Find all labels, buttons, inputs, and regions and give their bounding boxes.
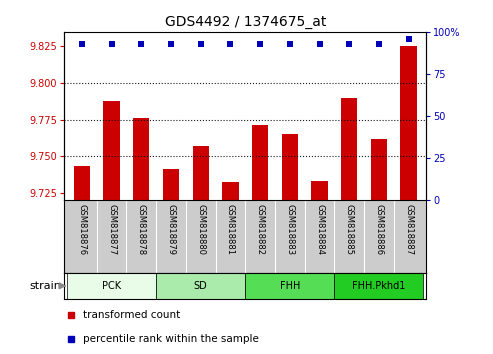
Text: GSM818878: GSM818878: [137, 204, 146, 255]
Text: PCK: PCK: [102, 281, 121, 291]
Bar: [282, 134, 298, 200]
Bar: [312, 181, 328, 200]
Text: percentile rank within the sample: percentile rank within the sample: [83, 333, 258, 343]
Text: GSM818882: GSM818882: [255, 204, 265, 255]
Bar: [133, 118, 149, 200]
Text: GSM818885: GSM818885: [345, 204, 353, 255]
Text: GSM818876: GSM818876: [77, 204, 86, 255]
Bar: [371, 139, 387, 200]
FancyBboxPatch shape: [156, 273, 246, 299]
Text: GSM818886: GSM818886: [374, 204, 384, 255]
Text: GSM818879: GSM818879: [167, 204, 176, 255]
Text: strain: strain: [30, 281, 62, 291]
Bar: [193, 146, 209, 200]
Text: GSM818887: GSM818887: [404, 204, 413, 255]
Text: FHH.Pkhd1: FHH.Pkhd1: [352, 281, 406, 291]
Bar: [163, 169, 179, 200]
Text: SD: SD: [194, 281, 208, 291]
Title: GDS4492 / 1374675_at: GDS4492 / 1374675_at: [165, 16, 326, 29]
Text: GSM818884: GSM818884: [315, 204, 324, 255]
Text: GSM818881: GSM818881: [226, 204, 235, 255]
Bar: [400, 46, 417, 200]
FancyBboxPatch shape: [334, 273, 423, 299]
Text: GSM818880: GSM818880: [196, 204, 205, 255]
Text: FHH: FHH: [280, 281, 300, 291]
Bar: [222, 182, 239, 200]
FancyBboxPatch shape: [246, 273, 334, 299]
FancyBboxPatch shape: [67, 273, 156, 299]
Text: transformed count: transformed count: [83, 310, 180, 320]
Text: GSM818883: GSM818883: [285, 204, 294, 255]
Bar: [341, 98, 357, 200]
Text: GSM818877: GSM818877: [107, 204, 116, 255]
Bar: [252, 125, 268, 200]
Bar: [104, 101, 120, 200]
Bar: [74, 166, 90, 200]
